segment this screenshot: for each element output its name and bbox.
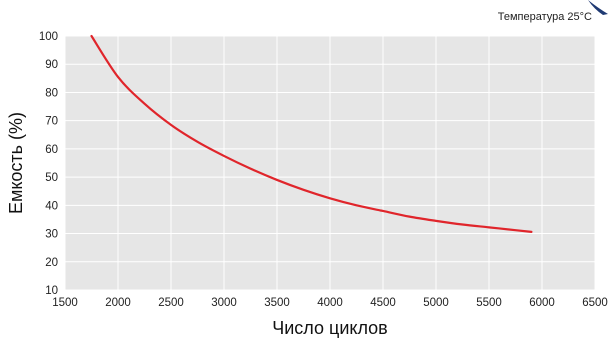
x-tick-label: 2000 — [105, 297, 131, 309]
x-tick-label: 6500 — [582, 297, 608, 309]
y-tick-label: 30 — [45, 229, 58, 241]
y-axis-title: Емкость (%) — [6, 112, 26, 214]
x-tick-label: 3000 — [211, 297, 237, 309]
x-axis-title: Число циклов — [272, 318, 388, 338]
temperature-annotation: Температура 25°C — [498, 11, 592, 23]
y-tick-label: 100 — [39, 31, 58, 43]
y-tick-label: 40 — [45, 200, 58, 212]
x-tick-label: 5500 — [476, 297, 502, 309]
y-tick-labels: 100 90 80 70 60 50 40 30 20 10 — [39, 31, 58, 297]
y-tick-label: 70 — [45, 116, 58, 128]
x-tick-label: 4500 — [370, 297, 396, 309]
x-tick-label: 3500 — [264, 297, 290, 309]
grid-lines — [64, 35, 596, 291]
y-tick-label: 60 — [45, 144, 58, 156]
logo-corner-mark — [588, 0, 608, 15]
y-tick-label: 10 — [45, 285, 58, 297]
x-tick-label: 6000 — [529, 297, 555, 309]
x-tick-label: 1500 — [52, 297, 78, 309]
y-tick-label: 80 — [45, 87, 58, 99]
y-tick-label: 20 — [45, 257, 58, 269]
series-layer — [90, 34, 533, 233]
y-tick-label: 90 — [45, 59, 58, 71]
x-tick-label: 4000 — [317, 297, 343, 309]
x-tick-labels: 1500 2000 2500 3000 3500 4000 4500 5000 5500 6000… — [52, 297, 608, 309]
y-tick-label: 50 — [45, 172, 58, 184]
x-tick-label: 2500 — [158, 297, 184, 309]
x-tick-label: 5000 — [423, 297, 449, 309]
series-line — [90, 34, 533, 233]
